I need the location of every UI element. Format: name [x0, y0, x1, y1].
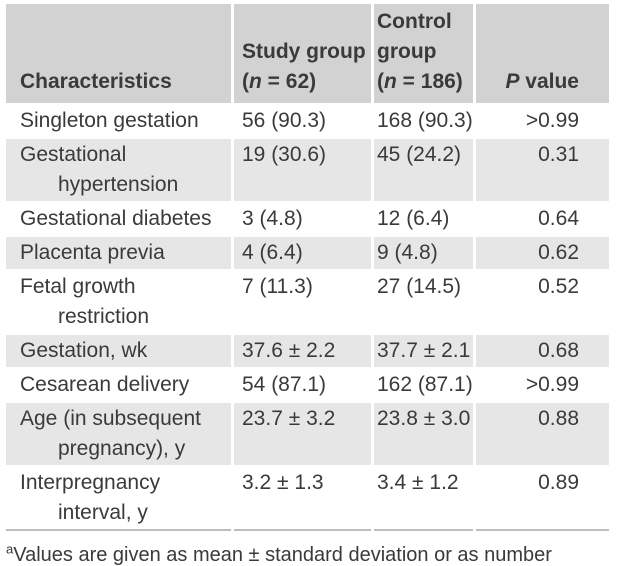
- characteristics-table: Characteristics Study group (n = 62) Con…: [3, 2, 612, 533]
- cell-study-value: 23.7 ± 3.2: [234, 403, 371, 465]
- footnote-superscript: a: [6, 541, 14, 557]
- cell-characteristic: Cesarean delivery: [6, 369, 231, 401]
- cell-characteristic: Singleton gestation: [6, 105, 231, 137]
- cell-characteristic: Gestation, wk: [6, 335, 231, 367]
- italic-n: n: [249, 70, 262, 93]
- header-cell-characteristics: Characteristics: [6, 4, 231, 103]
- cell-control-value: 12 (6.4): [374, 203, 473, 235]
- cell-control-value: 23.8 ± 3.0: [374, 403, 473, 465]
- cell-control-value: 168 (90.3): [374, 105, 473, 137]
- cell-p-value: 0.89: [476, 467, 609, 531]
- table-row: Age (in subsequent pregnancy), y 23.7 ± 3…: [6, 403, 609, 465]
- cell-control-value: 45 (24.2): [374, 139, 473, 201]
- table-footnote: aValues are given as mean ± standard dev…: [6, 542, 566, 566]
- cell-study-value: 3 (4.8): [234, 203, 371, 235]
- header-label-characteristics: Characteristics: [20, 70, 172, 93]
- cell-control-value: 9 (4.8): [374, 237, 473, 269]
- header-cell-control-group: Control group (n = 186): [374, 4, 473, 103]
- table-row: Interpregnancy interval, y 3.2 ± 1.3 3.4 …: [6, 467, 609, 531]
- footnote-text: Values are given as mean ± standard devi…: [13, 544, 552, 566]
- cell-p-value: 0.52: [476, 271, 609, 333]
- table-row: Placenta previa 4 (6.4) 9 (4.8) 0.62: [6, 237, 609, 269]
- cell-characteristic: Gestational diabetes: [6, 203, 231, 235]
- cell-control-value: 27 (14.5): [374, 271, 473, 333]
- header-label-study-n: (n = 62): [242, 70, 317, 93]
- italic-n: n: [384, 70, 397, 93]
- table-row: Gestational diabetes 3 (4.8) 12 (6.4) 0.…: [6, 203, 609, 235]
- cell-p-value: 0.68: [476, 335, 609, 367]
- table-row: Cesarean delivery 54 (87.1) 162 (87.1) >…: [6, 369, 609, 401]
- cell-p-value: 0.31: [476, 139, 609, 201]
- cell-study-value: 19 (30.6): [234, 139, 371, 201]
- header-cell-study-group: Study group (n = 62): [234, 4, 371, 103]
- header-label-control-group: Control group: [377, 10, 452, 63]
- italic-p: P: [505, 70, 520, 93]
- cell-p-value: >0.99: [476, 105, 609, 137]
- table-row: Fetal growth restriction 7 (11.3) 27 (14.…: [6, 271, 609, 333]
- cell-study-value: 7 (11.3): [234, 271, 371, 333]
- cell-study-value: 54 (87.1): [234, 369, 371, 401]
- cell-p-value: >0.99: [476, 369, 609, 401]
- cell-study-value: 3.2 ± 1.3: [234, 467, 371, 531]
- cell-p-value: 0.88: [476, 403, 609, 465]
- cell-p-value: 0.62: [476, 237, 609, 269]
- cell-characteristic: Age (in subsequent pregnancy), y: [6, 403, 231, 465]
- header-label-study-group: Study group: [242, 40, 366, 63]
- cell-characteristic: Gestational hypertension: [6, 139, 231, 201]
- cell-control-value: 3.4 ± 1.2: [374, 467, 473, 531]
- cell-characteristic: Fetal growth restriction: [6, 271, 231, 333]
- table-header-row: Characteristics Study group (n = 62) Con…: [6, 4, 609, 103]
- cell-p-value: 0.64: [476, 203, 609, 235]
- cell-control-value: 162 (87.1): [374, 369, 473, 401]
- cell-study-value: 37.6 ± 2.2: [234, 335, 371, 367]
- cell-control-value: 37.7 ± 2.1: [374, 335, 473, 367]
- header-cell-p-value: P value: [476, 4, 609, 103]
- cell-characteristic: Placenta previa: [6, 237, 231, 269]
- table-row: Gestation, wk 37.6 ± 2.2 37.7 ± 2.1 0.68: [6, 335, 609, 367]
- cell-study-value: 4 (6.4): [234, 237, 371, 269]
- cell-characteristic: Interpregnancy interval, y: [6, 467, 231, 531]
- table-row: Gestational hypertension 19 (30.6) 45 (24…: [6, 139, 609, 201]
- header-label-control-n: (n = 186): [377, 70, 463, 93]
- table-row: Singleton gestation 56 (90.3) 168 (90.3)…: [6, 105, 609, 137]
- cell-study-value: 56 (90.3): [234, 105, 371, 137]
